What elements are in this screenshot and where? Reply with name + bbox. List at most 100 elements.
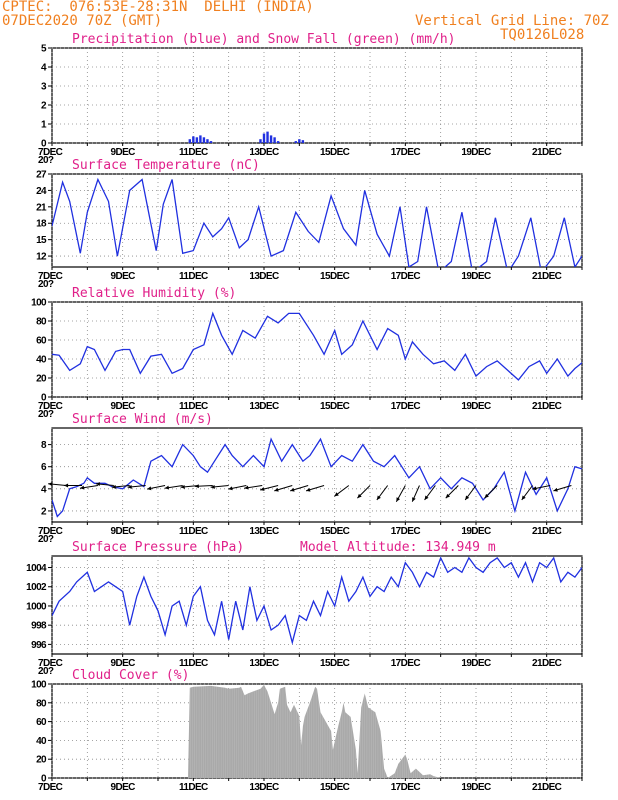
- x-tick-label: 13DEC: [249, 782, 279, 793]
- panel-2: 0 20 40 60 80 100 7DEC 9DEC 11DEC 13DEC 15DEC 17DEC…: [31, 286, 583, 420]
- y-tick-label: 8: [41, 440, 47, 451]
- x-tick-label: 21DEC: [532, 526, 562, 537]
- x-tick-label: 7DEC: [38, 782, 63, 793]
- x-tick-label: 9DEC: [111, 271, 136, 282]
- panel-3: 2 4 6 8 7DEC 9DEC 11DEC 13DEC 15DEC 17DEC 19DEC 21D…: [38, 412, 583, 545]
- model-code: TQ0126L028: [500, 27, 585, 43]
- x-tick-label: 7DEC: [38, 401, 63, 412]
- panel-title: Surface Pressure (hPa): [72, 540, 244, 555]
- x-tick-label: 13DEC: [249, 147, 279, 158]
- wind-arrow-head: [79, 485, 85, 490]
- station-header: CPTEC: 076:53E-28:31N DELHI (INDIA): [2, 0, 314, 15]
- panel-title: Surface Wind (m/s): [72, 412, 213, 427]
- panel-title: Surface Temperature (nC): [72, 158, 260, 173]
- panel-frame: [51, 301, 583, 398]
- wind-arrow-head: [357, 493, 362, 499]
- y-tick-label: 80: [36, 698, 47, 709]
- y-tick-label: 3: [41, 82, 47, 93]
- x-tick-label: 21DEC: [532, 271, 562, 282]
- x-tick-label: 7DEC: [38, 147, 63, 158]
- x-tick-label: 17DEC: [391, 526, 421, 537]
- panel-frame: [51, 173, 583, 268]
- panel-title: Cloud Cover (%): [72, 668, 189, 683]
- precip-bar: [262, 133, 266, 143]
- x-tick-label: 19DEC: [461, 782, 491, 793]
- precip-bar: [202, 137, 206, 143]
- y-tick-label: 40: [36, 736, 47, 747]
- y-tick-label: 1: [41, 120, 47, 131]
- x-tick-label: 19DEC: [461, 526, 491, 537]
- wind-arrow-head: [210, 484, 215, 489]
- wind-arrow-head: [412, 497, 416, 502]
- wind-arrow-head: [260, 487, 265, 491]
- wind-arrow-head: [290, 487, 295, 492]
- x-tick-label: 19DEC: [461, 401, 491, 412]
- x-tick-label: 17DEC: [391, 271, 421, 282]
- y-tick-label: 100: [31, 680, 47, 691]
- y-tick-label: 0: [41, 774, 47, 785]
- series-line: [52, 177, 582, 267]
- x-year-stub: 20?: [38, 279, 54, 290]
- wind-arrow-head: [180, 484, 185, 489]
- x-tick-label: 19DEC: [461, 658, 491, 669]
- x-tick-label: 9DEC: [111, 147, 136, 158]
- wind-arrow-head: [194, 484, 199, 489]
- wind-arrow-head: [376, 495, 381, 500]
- precip-bar: [301, 140, 305, 143]
- panel-title: Precipitation (blue) and Snow Fall (gree…: [72, 32, 456, 47]
- y-tick-label: 5: [41, 44, 47, 55]
- x-tick-label: 21DEC: [532, 782, 562, 793]
- y-tick-label: 0: [41, 393, 47, 404]
- x-tick-label: 7DEC: [38, 658, 63, 669]
- y-tick-label: 40: [36, 355, 47, 366]
- x-tick-label: 13DEC: [249, 658, 279, 669]
- y-tick-label: 100: [31, 298, 47, 309]
- x-tick-label: 17DEC: [391, 658, 421, 669]
- wind-arrow-head: [445, 493, 450, 499]
- x-tick-label: 21DEC: [532, 401, 562, 412]
- wind-arrow-head: [244, 485, 249, 490]
- wind-arrow-head: [553, 487, 558, 492]
- x-tick-label: 15DEC: [320, 401, 350, 412]
- x-tick-label: 13DEC: [249, 401, 279, 412]
- wind-arrow-head: [127, 484, 132, 489]
- y-tick-label: 6: [41, 462, 47, 473]
- x-tick-label: 15DEC: [320, 147, 350, 158]
- x-tick-label: 19DEC: [461, 271, 491, 282]
- x-tick-label: 9DEC: [111, 526, 136, 537]
- y-tick-label: 27: [36, 170, 47, 181]
- y-tick-label: 18: [36, 219, 47, 230]
- y-tick-label: 1002: [26, 582, 47, 593]
- x-tick-label: 11DEC: [179, 782, 208, 793]
- wind-arrow-head: [64, 483, 69, 488]
- x-year-stub: 20?: [38, 155, 54, 166]
- panel-frame: [51, 427, 583, 523]
- wind-arrow-head: [424, 495, 429, 500]
- wind-arrow-head: [95, 482, 101, 487]
- precip-bar: [195, 137, 199, 143]
- y-tick-label: 12: [36, 252, 47, 263]
- x-tick-label: 17DEC: [391, 401, 421, 412]
- x-tick-label: 9DEC: [111, 782, 136, 793]
- x-tick-label: 19DEC: [461, 147, 491, 158]
- wind-arrow-head: [521, 495, 526, 500]
- x-tick-label: 17DEC: [391, 782, 421, 793]
- y-tick-label: 20: [36, 755, 47, 766]
- wind-arrow-head: [532, 486, 537, 491]
- wind-arrow-head: [465, 495, 470, 500]
- precip-bar: [188, 139, 191, 143]
- cloud-area: [188, 684, 441, 778]
- precip-bar: [199, 135, 202, 143]
- panel-frame: [51, 47, 583, 144]
- precip-bar: [294, 141, 297, 143]
- series-line: [52, 311, 582, 381]
- run-date-header: 07DEC2020 70Z (GMT): [2, 13, 163, 29]
- y-tick-label: 60: [36, 336, 47, 347]
- panel-frame: [51, 555, 583, 655]
- y-tick-label: 4: [41, 63, 47, 74]
- x-tick-label: 11DEC: [179, 147, 208, 158]
- panel-title: Relative Humidity (%): [72, 286, 236, 301]
- y-tick-label: 998: [31, 621, 47, 632]
- y-tick-label: 24: [36, 186, 47, 197]
